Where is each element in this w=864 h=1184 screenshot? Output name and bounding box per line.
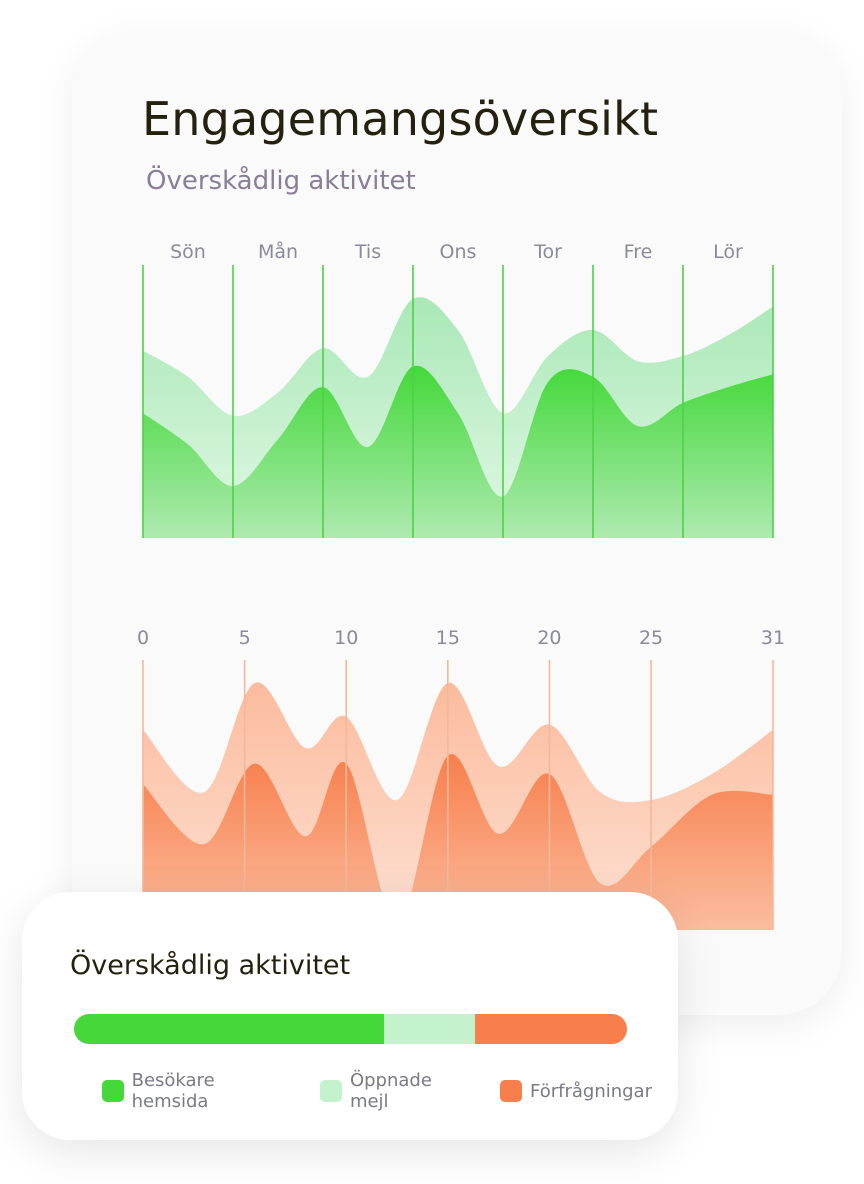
legend-label: Besökare hemsida [131, 1070, 215, 1112]
tick-label: Lör [713, 241, 743, 263]
legend-swatch [500, 1080, 522, 1102]
legend-item-opened-emails: Öppnade mejl [320, 1070, 474, 1112]
monthly-activity-chart: 0 5 10 15 20 25 31 [137, 627, 785, 930]
activity-share-bar [74, 1014, 627, 1044]
bar-segment-inquiries [474, 1014, 627, 1044]
tick-label: Mån [258, 240, 298, 263]
tick-label: 0 [137, 627, 149, 649]
tick-label: Ons [440, 241, 477, 263]
tick-label: Tis [354, 241, 381, 263]
tick-label: Fre [624, 241, 653, 263]
legend: Besökare hemsida Öppnade mejl Förfrågnin… [102, 1070, 678, 1112]
legend-swatch [320, 1080, 342, 1102]
tick-label: 15 [436, 627, 460, 649]
legend-label: Öppnade mejl [349, 1070, 432, 1112]
page-subtitle: Överskådlig aktivitet [146, 166, 416, 196]
summary-title: Överskådlig aktivitet [70, 950, 351, 981]
tick-label: 25 [639, 627, 663, 649]
tick-label: 10 [334, 627, 358, 649]
legend-label: Förfrågningar [530, 1080, 652, 1102]
summary-card: Överskådlig aktivitet Besökare hemsida Ö… [22, 892, 678, 1140]
weekly-activity-chart: Sön Mån Tis Ons Tor Fre Lör [142, 240, 774, 538]
inquiries-area [143, 754, 773, 930]
legend-item-website-visitors: Besökare hemsida [102, 1070, 294, 1112]
tick-label: 5 [239, 627, 251, 649]
website-visitors-area [143, 365, 773, 538]
tick-label: 20 [537, 627, 561, 649]
tick-label: Sön [170, 241, 206, 263]
tick-label: Tor [533, 241, 562, 263]
legend-item-inquiries: Förfrågningar [500, 1080, 652, 1102]
bar-segment-website-visitors [74, 1014, 384, 1044]
legend-swatch [102, 1080, 124, 1102]
tick-label: 31 [761, 627, 785, 649]
page-title: Engagemangsöversikt [142, 92, 659, 146]
bar-segment-opened-emails [383, 1014, 475, 1044]
